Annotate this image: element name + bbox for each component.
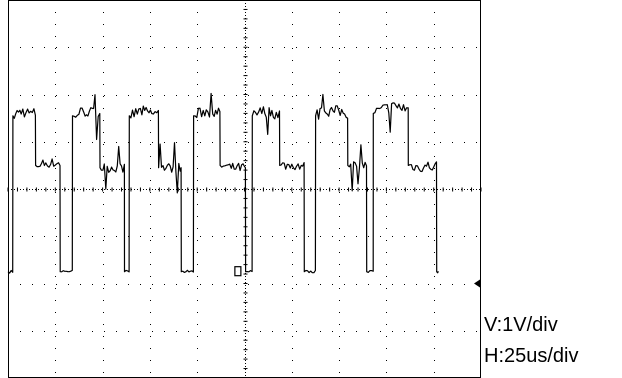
horizontal-scale-label: H:25us/div [484, 345, 579, 367]
graticule [7, 0, 482, 378]
ground-level-arrow [474, 279, 480, 288]
scope-markers [234, 266, 480, 288]
waveform-trace [7, 92, 439, 274]
trigger-marker [234, 266, 242, 277]
waveform-trace-group [7, 92, 439, 274]
vertical-scale-label: V:1V/div [484, 314, 558, 336]
oscilloscope-display [7, 0, 482, 378]
